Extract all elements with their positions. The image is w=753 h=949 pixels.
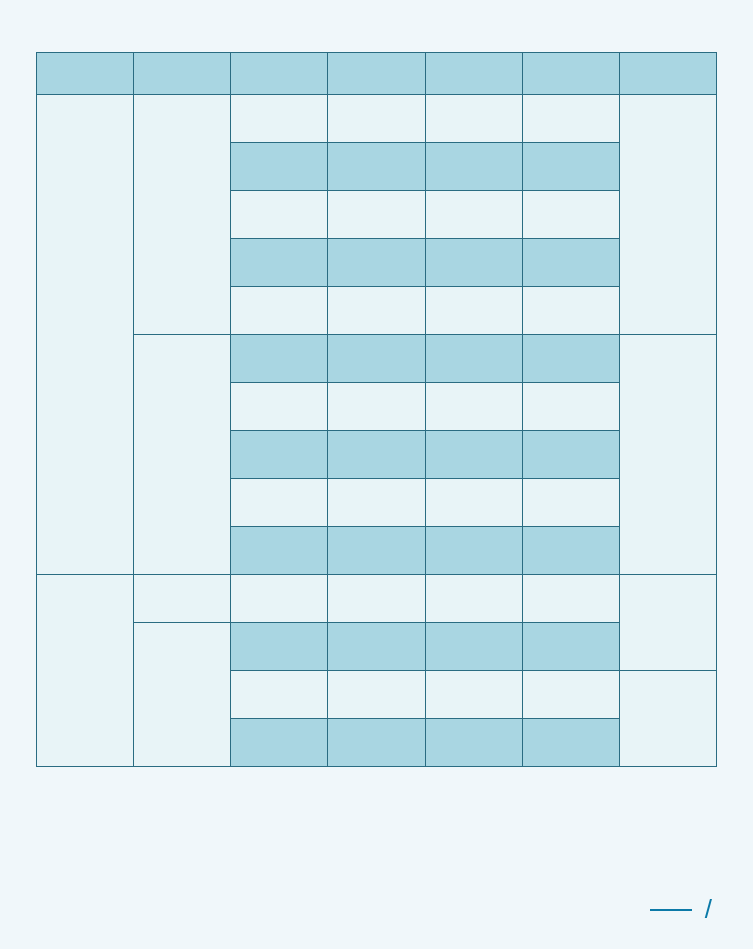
cell-code: [231, 575, 328, 623]
cell-duration: [425, 95, 522, 143]
cell-duration: [425, 527, 522, 575]
cell-exam: [619, 671, 716, 767]
cell-code: [231, 527, 328, 575]
cell-exam: [619, 575, 716, 671]
cell-name: [328, 671, 425, 719]
cell-duration: [425, 383, 522, 431]
cell-form: [522, 239, 619, 287]
majors-table: [36, 52, 717, 767]
th-duration: [425, 53, 522, 95]
th-level: [37, 53, 134, 95]
cell-name: [328, 143, 425, 191]
cell-code: [231, 623, 328, 671]
cell-code: [231, 719, 328, 767]
cell-duration: [425, 719, 522, 767]
th-code: [231, 53, 328, 95]
cell-code: [231, 431, 328, 479]
cell-duration: [425, 335, 522, 383]
cell-form: [522, 383, 619, 431]
table-row: [37, 623, 717, 671]
cell-name: [328, 623, 425, 671]
table-row: [37, 335, 717, 383]
cell-duration: [425, 431, 522, 479]
cell-duration: [425, 623, 522, 671]
cell-duration: [425, 287, 522, 335]
cell-name: [328, 95, 425, 143]
cell-name: [328, 383, 425, 431]
cell-duration: [425, 575, 522, 623]
cell-code: [231, 383, 328, 431]
cell-category: [134, 335, 231, 575]
cell-form: [522, 671, 619, 719]
cell-code: [231, 191, 328, 239]
cell-name: [328, 527, 425, 575]
cell-category: [134, 575, 231, 623]
footer-divider: [650, 909, 692, 911]
table-header-row: [37, 53, 717, 95]
cell-exam: [619, 95, 716, 335]
cell-name: [328, 335, 425, 383]
cell-name: [328, 239, 425, 287]
cell-form: [522, 431, 619, 479]
th-name: [328, 53, 425, 95]
cell-duration: [425, 479, 522, 527]
cell-form: [522, 719, 619, 767]
cell-category: [134, 623, 231, 767]
cell-code: [231, 287, 328, 335]
cell-name: [328, 479, 425, 527]
th-exam: [619, 53, 716, 95]
table-row: [37, 95, 717, 143]
cell-level: [37, 575, 134, 767]
cell-form: [522, 287, 619, 335]
cell-duration: [425, 671, 522, 719]
table-row: [37, 575, 717, 623]
cell-form: [522, 143, 619, 191]
cell-exam: [619, 335, 716, 575]
cell-name: [328, 431, 425, 479]
cell-code: [231, 143, 328, 191]
cell-duration: [425, 239, 522, 287]
cell-code: [231, 335, 328, 383]
cell-name: [328, 575, 425, 623]
cell-duration: [425, 191, 522, 239]
cell-name: [328, 191, 425, 239]
page-slash: /: [705, 894, 712, 925]
th-category: [134, 53, 231, 95]
cell-code: [231, 479, 328, 527]
cell-form: [522, 575, 619, 623]
th-form: [522, 53, 619, 95]
cell-name: [328, 287, 425, 335]
cell-level: [37, 95, 134, 575]
page-footer: /: [636, 894, 717, 925]
cell-name: [328, 719, 425, 767]
cell-code: [231, 239, 328, 287]
cell-code: [231, 671, 328, 719]
cell-form: [522, 623, 619, 671]
cell-duration: [425, 143, 522, 191]
cell-form: [522, 191, 619, 239]
cell-form: [522, 95, 619, 143]
cell-category: [134, 95, 231, 335]
cell-code: [231, 95, 328, 143]
cell-form: [522, 479, 619, 527]
cell-form: [522, 335, 619, 383]
cell-form: [522, 527, 619, 575]
